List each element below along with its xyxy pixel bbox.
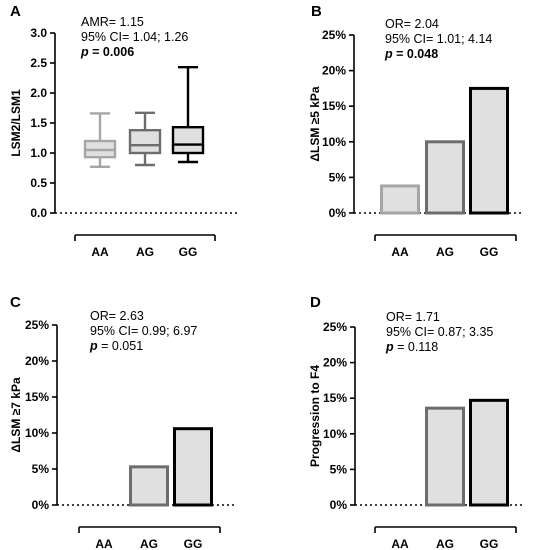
p-symbol: p: [89, 339, 98, 353]
panel-letter: A: [10, 3, 21, 20]
panel-letter: D: [310, 294, 321, 311]
box-ag: [128, 111, 162, 167]
y-tick-label: 15%: [25, 390, 49, 404]
y-tick-label: 5%: [330, 462, 348, 476]
y-tick-label: 20%: [322, 64, 346, 78]
panel-b: B 0% 5% 10% 15% 20% 25% AA AG GG ΔLSM ≥5 kPa OR= 2.…: [308, 3, 523, 259]
stat-effect: OR= 2.04: [385, 17, 439, 31]
y-tick-label: 2.5: [30, 56, 47, 70]
y-tick-label: 10%: [25, 426, 49, 440]
x-tick-label: GG: [179, 245, 198, 259]
p-symbol: p: [385, 340, 394, 354]
x-tick-label: AG: [140, 537, 158, 550]
stat-ci: 95% CI= 0.87; 3.35: [386, 325, 493, 339]
y-tick-label: 25%: [25, 318, 49, 332]
y-tick-label: 0.0: [30, 206, 47, 220]
y-tick-label: 5%: [329, 170, 347, 184]
x-tick-label: GG: [480, 537, 499, 550]
bar-ag: [425, 140, 465, 215]
y-tick-label: 2.0: [30, 86, 47, 100]
x-tick-label: AG: [436, 537, 454, 550]
bar-ag: [129, 465, 169, 507]
bar-aa: [380, 184, 420, 215]
p-value: = 0.048: [393, 47, 439, 61]
stat-p-value: p = 0.051: [89, 339, 143, 353]
y-tick-label: 15%: [322, 99, 346, 113]
stat-p-value: p = 0.048: [384, 47, 438, 61]
stat-effect: OR= 2.63: [90, 309, 144, 323]
stat-p-value: p = 0.118: [385, 340, 438, 354]
y-tick-label: 1.0: [30, 146, 47, 160]
y-tick-label: 1.5: [30, 116, 47, 130]
p-value: = 0.051: [98, 339, 144, 353]
stat-p-value: p = 0.006: [80, 45, 134, 59]
panel-d: D 0% 5% 10% 15% 20% 25% AA AG GG Progression to F4…: [308, 294, 523, 550]
panel-letter: C: [10, 294, 21, 311]
stat-effect: OR= 1.71: [386, 310, 440, 324]
y-tick-label: 0%: [330, 498, 348, 512]
bar-gg: [469, 398, 509, 507]
x-tick-label: GG: [184, 537, 203, 550]
y-tick-label: 0%: [329, 206, 347, 220]
p-value: = 0.006: [89, 45, 135, 59]
box-gg: [171, 65, 205, 164]
x-tick-label: AA: [91, 245, 109, 259]
stat-ci: 95% CI= 1.04; 1.26: [81, 30, 188, 44]
p-symbol: p: [384, 47, 393, 61]
y-axis-label: Progression to F4: [308, 365, 322, 467]
p-value: = 0.118: [394, 340, 439, 354]
panel-a: A 0.0 0.5 1.0 1.5 2.0 2.5 3.0 AA AG GG LSM2/LSM1 AMR…: [9, 3, 237, 259]
bar-gg: [469, 86, 509, 215]
y-axis-label: ΔLSM ≥7 kPa: [9, 377, 23, 453]
y-tick-label: 20%: [25, 354, 49, 368]
p-symbol: p: [80, 45, 89, 59]
box-body: [171, 125, 205, 155]
panel-c: C 0% 5% 10% 15% 20% 25% AA AG GG ΔLSM ≥7 kPa OR= 2.…: [9, 294, 235, 550]
box-aa: [83, 112, 117, 169]
y-tick-label: 0.5: [30, 176, 47, 190]
y-tick-label: 20%: [323, 356, 347, 370]
x-tick-label: AG: [136, 245, 154, 259]
y-tick-label: 10%: [323, 427, 347, 441]
y-axis-label: LSM2/LSM1: [9, 89, 23, 157]
stat-ci: 95% CI= 1.01; 4.14: [385, 32, 492, 46]
y-tick-label: 15%: [323, 391, 347, 405]
stat-ci: 95% CI= 0.99; 6.97: [90, 324, 197, 338]
y-tick-label: 3.0: [30, 26, 47, 40]
box-body: [128, 128, 162, 155]
bar-ag: [425, 406, 465, 507]
y-axis-label: ΔLSM ≥5 kPa: [308, 86, 322, 162]
x-tick-label: GG: [480, 245, 499, 259]
x-tick-label: AA: [391, 245, 409, 259]
y-tick-label: 25%: [323, 320, 347, 334]
y-tick-label: 10%: [322, 135, 346, 149]
x-tick-label: AG: [436, 245, 454, 259]
x-tick-label: AA: [391, 537, 409, 550]
bar-gg: [173, 427, 213, 507]
y-tick-label: 5%: [32, 462, 50, 476]
panel-letter: B: [311, 3, 322, 20]
y-tick-label: 0%: [32, 498, 50, 512]
y-tick-label: 25%: [322, 28, 346, 42]
x-tick-label: AA: [95, 537, 113, 550]
stat-effect: AMR= 1.15: [81, 15, 144, 29]
